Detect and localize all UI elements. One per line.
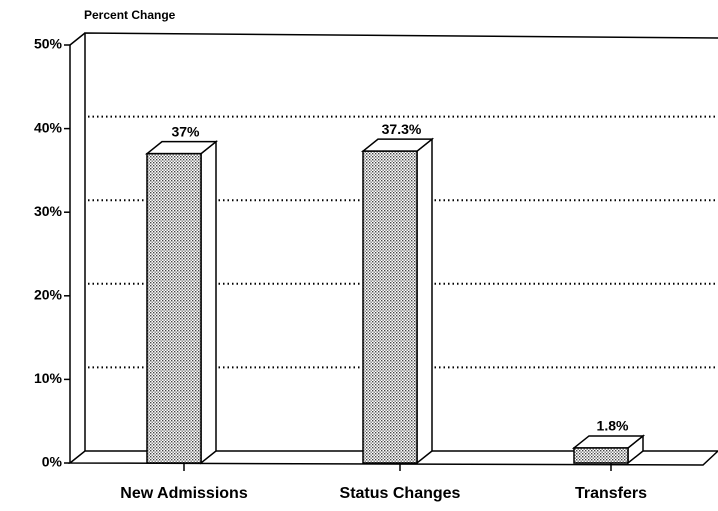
value-label: 37.3% (382, 121, 422, 137)
x-tick-label: Status Changes (340, 485, 461, 502)
y-tick-label: 20% (34, 287, 63, 303)
bar-side (416, 137, 433, 465)
y-tick-label: 50% (34, 36, 63, 52)
y-tick-label: 10% (34, 370, 63, 386)
bar (573, 447, 629, 464)
y-tick-label: 0% (42, 454, 63, 470)
bar (146, 152, 202, 464)
x-tick-label: Transfers (575, 485, 647, 502)
y-tick-label: 40% (34, 119, 63, 135)
value-label: 37% (171, 123, 200, 139)
x-tick-label: New Admissions (120, 485, 248, 502)
value-label: 1.8% (597, 418, 629, 434)
wall-edge (69, 32, 86, 46)
bar-side (200, 140, 217, 465)
y-axis-label: Percent Change (84, 8, 176, 22)
bar (362, 150, 418, 464)
y-tick-label: 30% (34, 203, 63, 219)
